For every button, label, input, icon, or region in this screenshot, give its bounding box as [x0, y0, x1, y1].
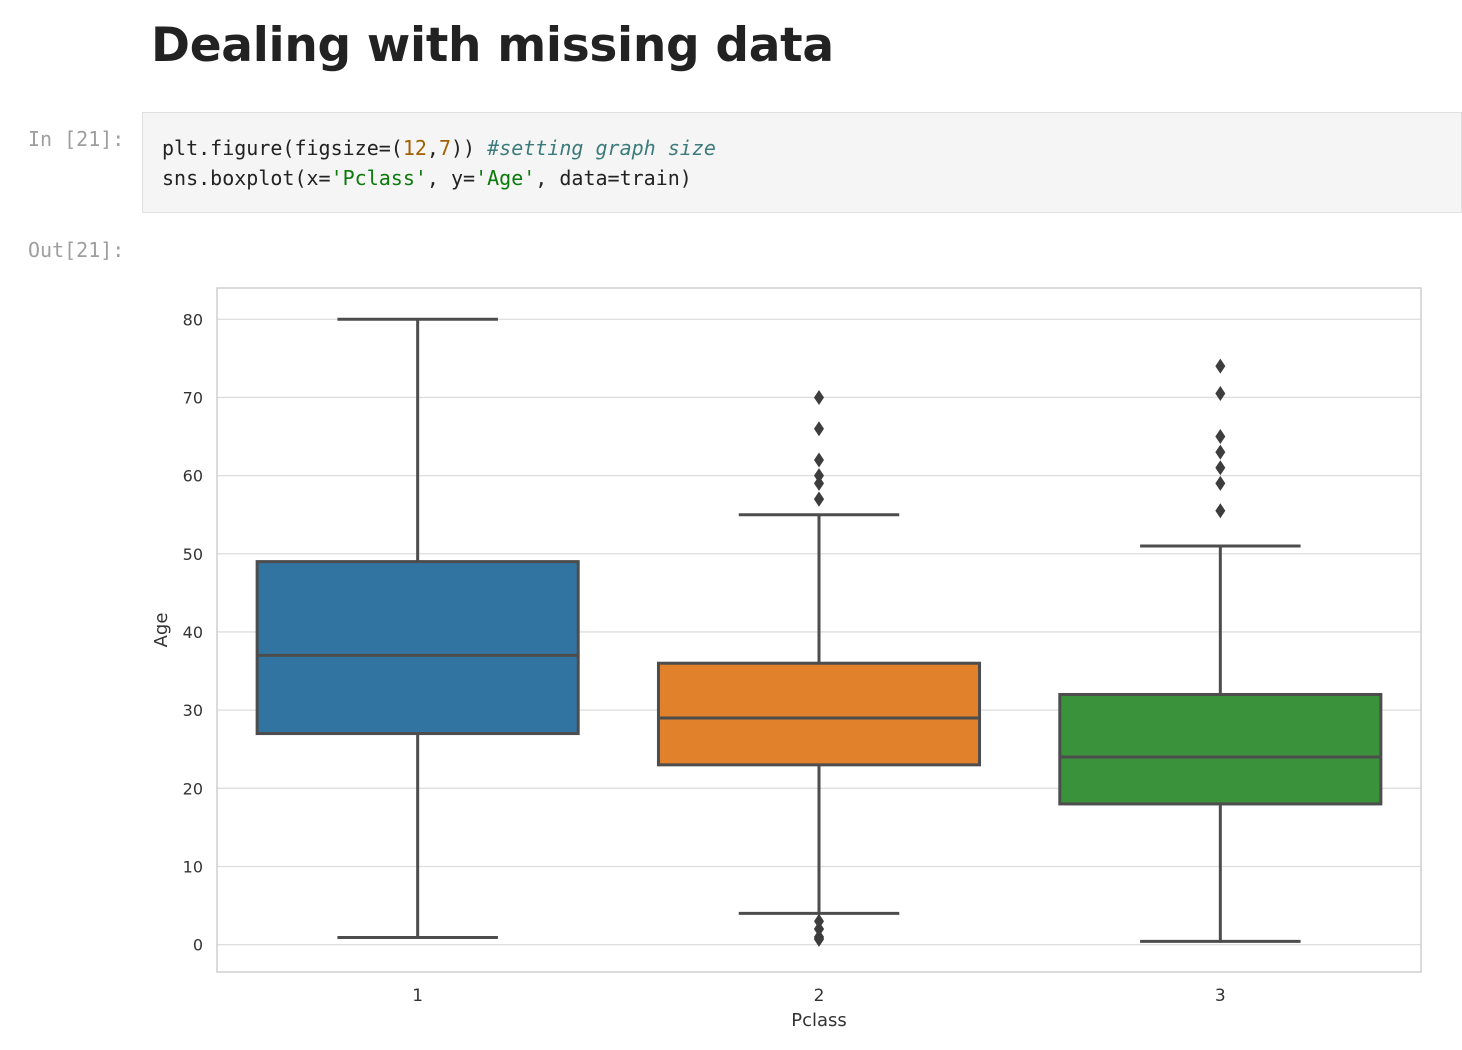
code-token: ,	[426, 136, 439, 160]
outlier-point	[814, 491, 824, 507]
code-comment: #setting graph size	[487, 136, 716, 160]
code-token: , data=train)	[535, 166, 692, 190]
y-tick-label: 40	[183, 623, 203, 642]
y-axis-label: Age	[151, 613, 172, 648]
x-tick-label: 1	[412, 986, 423, 1006]
outlier-point	[814, 452, 824, 468]
outlier-point	[1215, 503, 1226, 519]
x-axis-label: Pclass	[791, 1010, 847, 1031]
outlier-point	[814, 468, 824, 484]
code-token: sns.boxplot(x=	[162, 166, 331, 190]
outlier-point	[1215, 429, 1226, 445]
code-string: 'Pclass'	[330, 166, 427, 190]
x-tick-label: 3	[1215, 986, 1226, 1006]
outlier-point	[814, 929, 824, 945]
input-prompt: In [21]:	[28, 127, 125, 151]
y-tick-label: 80	[183, 310, 203, 329]
code-token: ))	[451, 136, 488, 160]
outlier-point	[814, 475, 824, 491]
y-tick-label: 60	[183, 467, 203, 486]
code-number: 7	[438, 136, 452, 160]
box-1	[255, 560, 580, 736]
outlier-point	[1215, 386, 1226, 402]
box-2	[656, 661, 982, 767]
code-token: plt.figure(figsize=(	[162, 136, 403, 160]
y-tick-label: 50	[183, 545, 203, 564]
outlier-point	[1215, 460, 1226, 476]
outlier-point	[814, 421, 824, 437]
x-tick-label: 2	[814, 986, 825, 1006]
code-editor[interactable]: plt.figure(figsize=(12,7)) #setting grap…	[162, 133, 716, 193]
code-cell[interactable]: plt.figure(figsize=(12,7)) #setting grap…	[142, 112, 1462, 213]
outlier-point	[1215, 475, 1226, 491]
code-token: , y=	[426, 166, 476, 190]
plot-frame	[216, 287, 1422, 973]
outlier-point	[814, 389, 824, 405]
outlier-point	[1215, 444, 1226, 460]
output-prompt: Out[21]:	[28, 238, 125, 262]
y-tick-label: 30	[183, 701, 203, 720]
outlier-point	[1215, 358, 1226, 374]
code-string: 'Age'	[475, 166, 536, 190]
section-heading: Dealing with missing data	[151, 18, 834, 73]
code-number: 12	[402, 136, 427, 160]
y-tick-label: 20	[183, 779, 203, 798]
box-3	[1058, 692, 1383, 806]
y-tick-label: 70	[183, 388, 203, 407]
outlier-point	[814, 921, 824, 937]
y-tick-label: 10	[183, 857, 203, 876]
y-tick-label: 0	[193, 936, 203, 955]
boxplot-chart: 0 10 20 30 40 50 60 70 80 1 2 3 Pclass Age	[151, 287, 1422, 1031]
outlier-point	[814, 913, 824, 929]
